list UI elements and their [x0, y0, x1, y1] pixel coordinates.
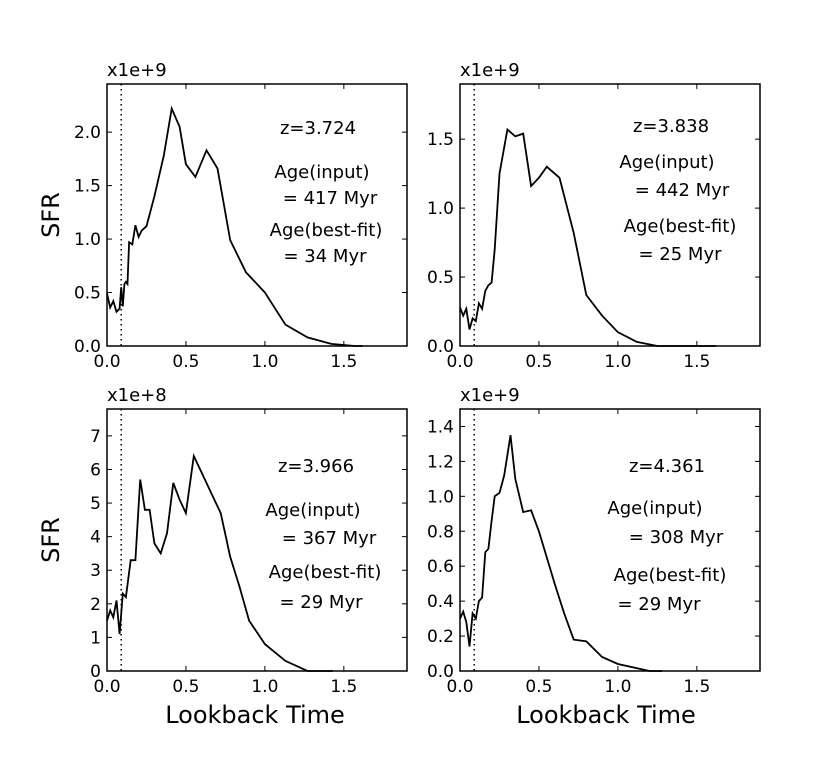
y-tick-label: 0.5	[74, 284, 101, 304]
y-tick-label: 1.0	[74, 230, 101, 250]
axis-offset-label: x1e+9	[460, 60, 520, 81]
y-tick-label: 1.4	[427, 417, 454, 437]
annotation-text: Age(input)	[607, 498, 702, 519]
y-tick-label: 2	[90, 595, 101, 615]
y-tick-label: 7	[90, 427, 101, 447]
annotation-text: Age(input)	[265, 500, 360, 521]
chart-panel-4: 0.0 0.5 1.0 1.5 0.0 0.2 0.4 0.6 0.8 1.0 1.2 1.4 x1e+…	[427, 385, 761, 697]
x-tick-label: 1.5	[330, 677, 357, 697]
x-tick-label: 1.0	[604, 677, 631, 697]
x-tick-label: 0.5	[525, 677, 552, 697]
annotation-text: = 367 Myr	[282, 528, 377, 549]
chart-panel-2: 0.0 0.5 1.0 1.5 0.0 0.5 1.0 1.5 x1e+9 z=3.838 Age(…	[427, 60, 761, 372]
x-tick-label: 1.5	[330, 352, 357, 372]
y-tick-label: 5	[90, 494, 101, 514]
y-tick-label: 0.0	[74, 337, 101, 357]
sfr-series-line	[106, 452, 333, 672]
y-tick-label: 4	[90, 528, 101, 548]
y-tick-label: 1.5	[74, 177, 101, 197]
x-axis-label-right: Lookback Time	[516, 701, 696, 729]
x-axis-label-left: Lookback Time	[165, 701, 345, 729]
y-axis-label-bottom: SFR	[37, 517, 65, 563]
x-tick-label: 1.5	[683, 677, 710, 697]
annotation-text: Age(best-fit)	[270, 220, 383, 241]
x-tick-label: 0.0	[446, 677, 473, 697]
axes-frame	[459, 408, 761, 672]
x-tick-label: 0.5	[172, 677, 199, 697]
annotation-text: = 34 Myr	[283, 246, 367, 267]
annotation-text: z=4.361	[629, 456, 705, 477]
axis-offset-label: x1e+8	[107, 385, 167, 406]
chart-panel-1: 0.0 0.5 1.0 1.5 0.0 0.5 1.0 1.5 2.0 x1e+9 z=3.724 A…	[74, 60, 408, 372]
sfr-series-line	[106, 105, 363, 347]
y-tick-label: 0.4	[427, 592, 454, 612]
y-tick-label: 6	[90, 460, 101, 480]
y-tick-label: 0.5	[427, 268, 454, 288]
x-tick-label: 1.0	[251, 677, 278, 697]
y-tick-label: 0.0	[427, 662, 454, 682]
x-tick-label: 0.0	[446, 352, 473, 372]
x-tick-label: 1.0	[251, 352, 278, 372]
y-tick-label: 1.0	[427, 199, 454, 219]
annotation-text: = 29 Myr	[617, 594, 701, 615]
axes-frame	[106, 83, 408, 347]
annotation-text: Age(input)	[619, 152, 714, 173]
y-tick-label: 0	[90, 662, 101, 682]
annotation-text: Age(best-fit)	[614, 565, 727, 586]
y-tick-label: 2.0	[74, 123, 101, 143]
axes-frame	[106, 408, 408, 672]
y-tick-label: 3	[90, 561, 101, 581]
annotation-text: z=3.838	[633, 116, 709, 137]
annotation-text: = 29 Myr	[279, 592, 363, 613]
y-tick-label: 0.8	[427, 522, 454, 542]
y-tick-label: 0.0	[427, 337, 454, 357]
annotation-text: = 442 Myr	[635, 180, 730, 201]
y-axis-label-top: SFR	[37, 192, 65, 238]
annotation-text: Age(best-fit)	[624, 216, 737, 237]
sfr-series-line	[459, 435, 663, 672]
annotation-text: = 308 Myr	[629, 527, 724, 548]
y-tick-label: 1.0	[427, 487, 454, 507]
x-tick-label: 1.0	[604, 352, 631, 372]
axis-offset-label: x1e+9	[460, 385, 520, 406]
x-tick-label: 0.5	[172, 352, 199, 372]
y-tick-label: 0.2	[427, 627, 454, 647]
annotation-text: Age(input)	[274, 162, 369, 183]
y-tick-label: 1.2	[427, 452, 454, 472]
annotation-text: z=3.724	[280, 118, 356, 139]
axes-frame	[459, 83, 761, 347]
annotation-text: z=3.966	[278, 456, 354, 477]
y-tick-label: 0.6	[427, 557, 454, 577]
annotation-text: = 417 Myr	[283, 188, 378, 209]
x-tick-label: 1.5	[683, 352, 710, 372]
annotation-text: = 25 Myr	[638, 244, 722, 265]
x-tick-label: 0.0	[93, 352, 120, 372]
chart-panel-3: 0.0 0.5 1.0 1.5 0 1 2 3 4 5 6 7 x1e+8 z=3.966 Age(inpu…	[90, 385, 408, 697]
y-tick-label: 1.5	[427, 130, 454, 150]
x-tick-label: 0.5	[525, 352, 552, 372]
x-tick-label: 0.0	[93, 677, 120, 697]
sfr-series-line	[459, 127, 716, 347]
y-tick-label: 1	[90, 628, 101, 648]
axis-offset-label: x1e+9	[107, 60, 167, 81]
annotation-text: Age(best-fit)	[269, 562, 382, 583]
